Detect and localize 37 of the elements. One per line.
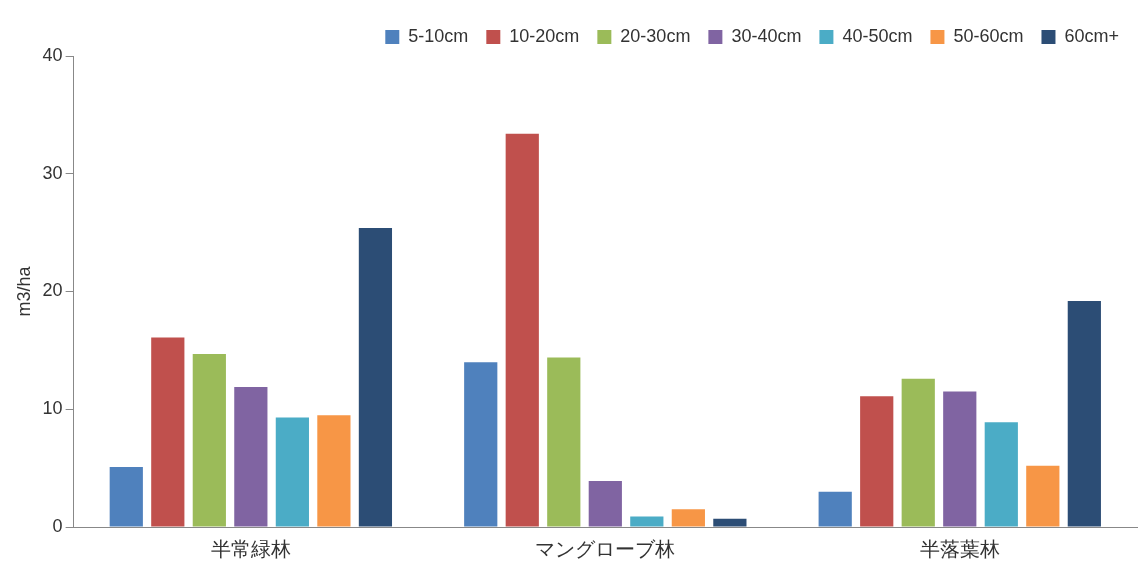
bar: [818, 491, 852, 527]
bar: [1026, 465, 1060, 527]
bar: [109, 466, 143, 527]
bar: [630, 516, 664, 527]
y-tick-label: 10: [42, 398, 63, 419]
legend-label: 30-40cm: [731, 25, 802, 46]
legend-label: 50-60cm: [953, 25, 1024, 46]
bar: [234, 386, 268, 527]
bar: [151, 337, 185, 527]
bar: [192, 353, 226, 527]
bar: [505, 133, 539, 527]
x-tick-label: マングローブ林: [535, 537, 676, 560]
x-tick-label: 半落葉林: [919, 537, 1000, 560]
y-axis-title: m3/ha: [13, 265, 34, 317]
bar: [547, 357, 581, 527]
bar: [275, 417, 309, 527]
y-tick-label: 40: [42, 44, 63, 65]
legend-label: 60cm+: [1064, 25, 1119, 46]
bar: [588, 481, 622, 527]
legend-label: 5-10cm: [408, 25, 469, 46]
x-tick-label: 半常緑林: [210, 537, 291, 560]
bar: [464, 362, 498, 527]
bar: [1067, 300, 1101, 527]
legend-label: 20-30cm: [620, 25, 691, 46]
legend-label: 10-20cm: [509, 25, 580, 46]
bar: [860, 396, 894, 527]
bar: [901, 378, 935, 527]
y-tick-label: 30: [42, 162, 63, 183]
bar: [984, 422, 1018, 527]
bar: [671, 509, 705, 527]
bar: [943, 391, 977, 527]
y-tick-label: 20: [42, 280, 63, 301]
bar: [317, 415, 351, 527]
y-tick-label: 0: [52, 515, 63, 536]
legend-label: 40-50cm: [842, 25, 913, 46]
bar: [713, 518, 747, 527]
bar: [358, 227, 393, 527]
